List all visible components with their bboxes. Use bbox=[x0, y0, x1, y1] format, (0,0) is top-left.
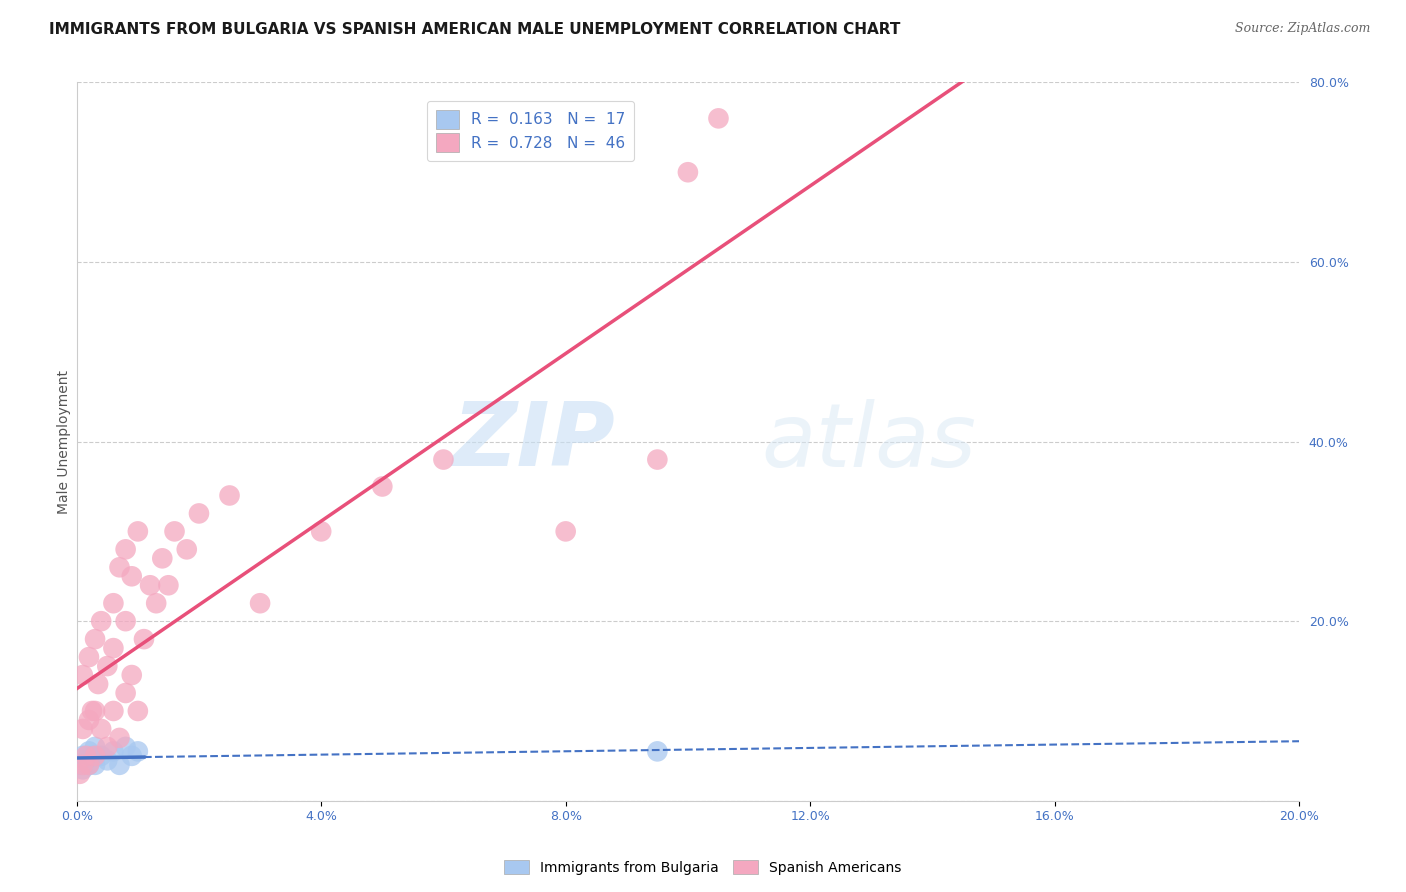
Point bbox=[96, 739, 118, 754]
Legend: Immigrants from Bulgaria, Spanish Americans: Immigrants from Bulgaria, Spanish Americ… bbox=[499, 855, 907, 880]
Point bbox=[127, 744, 149, 758]
Point bbox=[139, 578, 162, 592]
Text: Source: ZipAtlas.com: Source: ZipAtlas.com bbox=[1236, 22, 1371, 36]
Point bbox=[114, 614, 136, 628]
Point bbox=[103, 704, 125, 718]
Point bbox=[77, 713, 100, 727]
Point bbox=[114, 739, 136, 754]
Point bbox=[103, 596, 125, 610]
Point bbox=[371, 479, 394, 493]
Point bbox=[121, 668, 143, 682]
Point bbox=[84, 632, 107, 647]
Point bbox=[90, 722, 112, 736]
Point bbox=[75, 748, 97, 763]
Point bbox=[90, 614, 112, 628]
Point bbox=[150, 551, 173, 566]
Text: atlas: atlas bbox=[761, 399, 976, 484]
Point bbox=[145, 596, 167, 610]
Text: IMMIGRANTS FROM BULGARIA VS SPANISH AMERICAN MALE UNEMPLOYMENT CORRELATION CHART: IMMIGRANTS FROM BULGARIA VS SPANISH AMER… bbox=[49, 22, 901, 37]
Point bbox=[87, 677, 110, 691]
Point bbox=[707, 112, 730, 126]
Point bbox=[90, 748, 112, 763]
Point bbox=[72, 757, 94, 772]
Point bbox=[103, 744, 125, 758]
Point bbox=[647, 744, 669, 758]
Legend: R =  0.163   N =  17, R =  0.728   N =  46: R = 0.163 N = 17, R = 0.728 N = 46 bbox=[426, 101, 634, 161]
Point bbox=[77, 757, 100, 772]
Point bbox=[108, 757, 131, 772]
Point bbox=[218, 488, 240, 502]
Point bbox=[72, 748, 94, 763]
Point bbox=[69, 767, 91, 781]
Point bbox=[132, 632, 155, 647]
Point bbox=[121, 569, 143, 583]
Point bbox=[554, 524, 576, 539]
Point bbox=[108, 560, 131, 574]
Point bbox=[163, 524, 186, 539]
Point bbox=[176, 542, 198, 557]
Point bbox=[157, 578, 180, 592]
Point bbox=[96, 753, 118, 767]
Point bbox=[72, 668, 94, 682]
Point bbox=[676, 165, 699, 179]
Point bbox=[309, 524, 332, 539]
Point bbox=[72, 722, 94, 736]
Point bbox=[80, 748, 103, 763]
Point bbox=[84, 739, 107, 754]
Point bbox=[84, 704, 107, 718]
Point bbox=[114, 686, 136, 700]
Point bbox=[188, 507, 211, 521]
Point bbox=[77, 744, 100, 758]
Point bbox=[77, 757, 100, 772]
Point bbox=[108, 731, 131, 745]
Point bbox=[249, 596, 271, 610]
Point bbox=[69, 757, 91, 772]
Y-axis label: Male Unemployment: Male Unemployment bbox=[58, 369, 72, 514]
Point bbox=[114, 542, 136, 557]
Point bbox=[84, 748, 107, 763]
Point bbox=[77, 650, 100, 665]
Point bbox=[72, 762, 94, 776]
Point bbox=[121, 748, 143, 763]
Point bbox=[96, 659, 118, 673]
Point bbox=[647, 452, 669, 467]
Point bbox=[75, 753, 97, 767]
Point bbox=[127, 524, 149, 539]
Point bbox=[432, 452, 454, 467]
Point bbox=[127, 704, 149, 718]
Point bbox=[80, 704, 103, 718]
Point bbox=[103, 641, 125, 656]
Text: ZIP: ZIP bbox=[451, 398, 614, 485]
Point bbox=[84, 757, 107, 772]
